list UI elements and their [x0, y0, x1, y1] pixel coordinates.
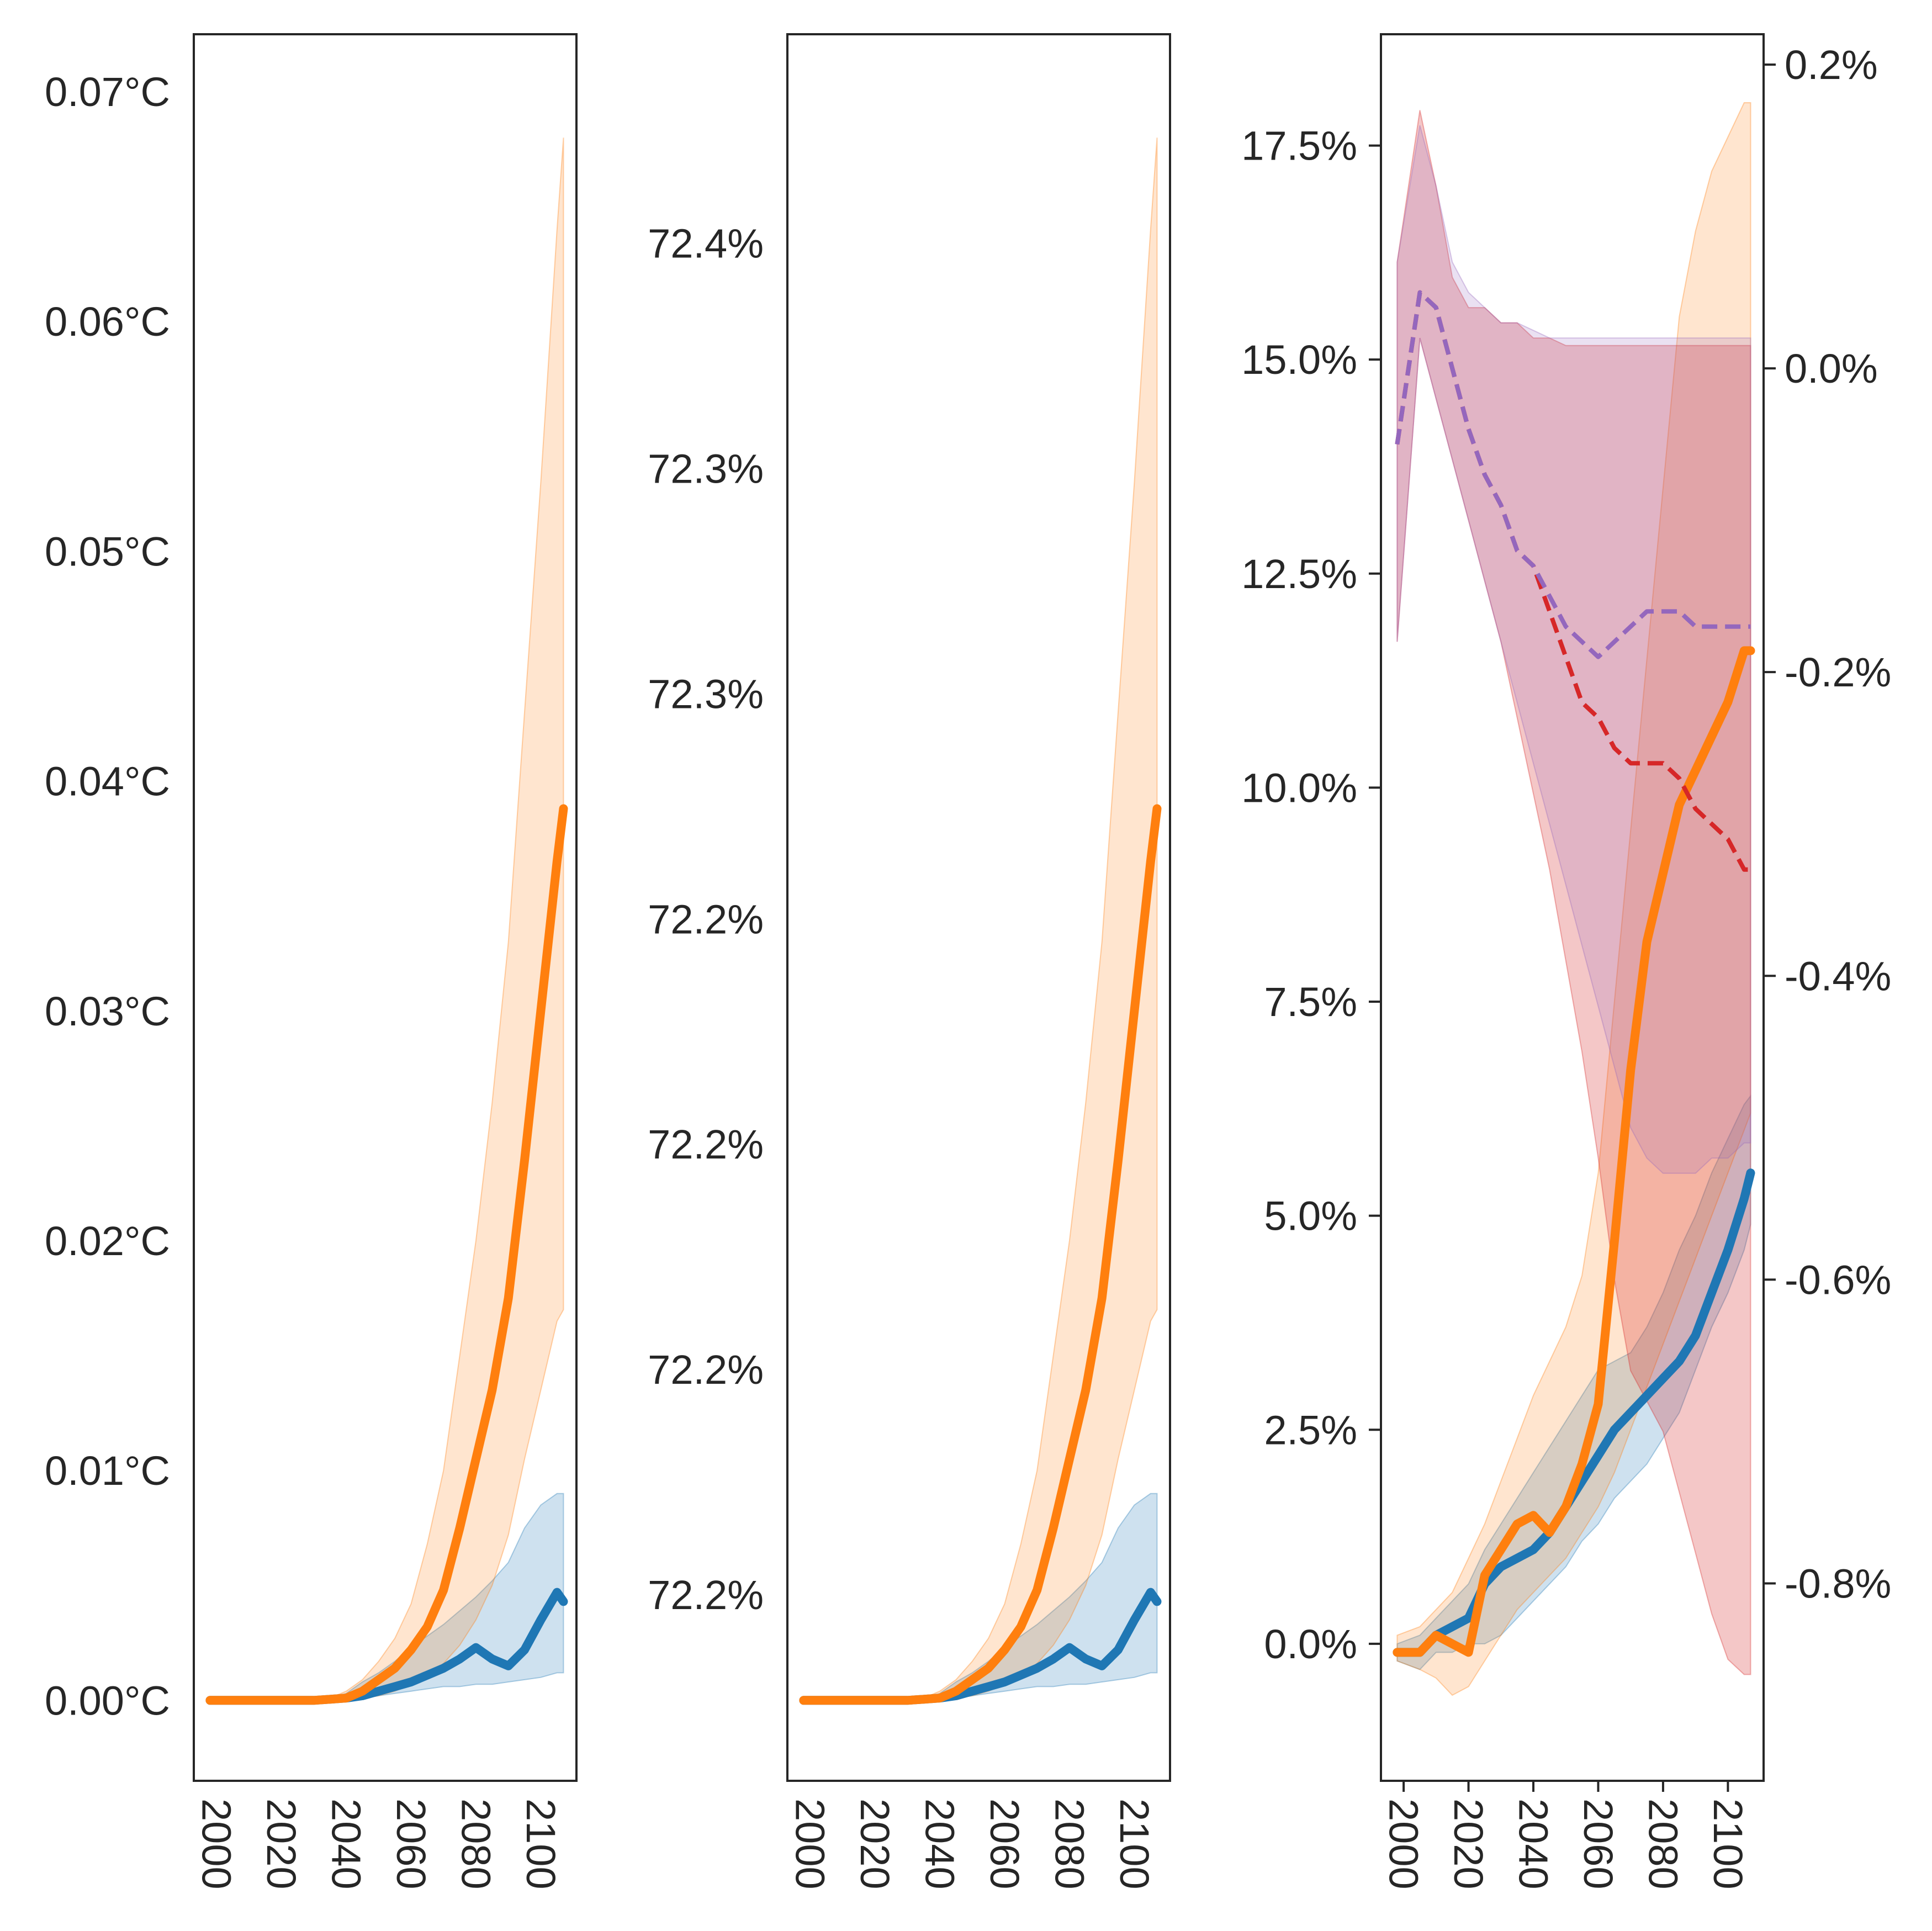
y-tick-label: 0.00°C — [45, 1678, 170, 1723]
confidence-band-orange — [210, 137, 564, 1701]
confidence-band-orange — [1396, 102, 1751, 1696]
x-tick-label: 2060 — [1575, 1798, 1621, 1890]
y-tick-label: 0.02°C — [45, 1218, 170, 1264]
x-tick-label: 2080 — [1046, 1798, 1092, 1890]
y-tick-label: 0.0% — [1264, 1621, 1357, 1667]
y-tick-label: 5.0% — [1264, 1193, 1357, 1239]
x-tick-label: 2100 — [1111, 1798, 1157, 1890]
x-tick-label: 2040 — [1511, 1798, 1557, 1890]
percentage-panel: 72.2% 72.2% 72.2% 72.2% 72.3% 72.3% 72.4% 2000 2… — [648, 33, 1171, 1890]
x-tick-label: 2020 — [1446, 1798, 1491, 1890]
dual-axis-panel: 0.0% 2.5% 5.0% 7.5% 10.0% 12.5% 15.0% 17.5% -0.8… — [1241, 33, 1891, 1890]
y-tick-label: 72.2% — [648, 1572, 764, 1618]
axes-frame — [1380, 33, 1765, 1782]
y2-tick-label: -0.8% — [1785, 1560, 1891, 1606]
y-tick-label: 72.2% — [648, 1347, 764, 1393]
y-tick-label: 72.2% — [648, 1121, 764, 1167]
confidence-band-orange — [803, 137, 1158, 1701]
x-tick-label: 2060 — [982, 1798, 1028, 1890]
x-tick-label: 2020 — [852, 1798, 898, 1890]
y-tick-label: 17.5% — [1241, 123, 1357, 169]
confidence-band-blue — [1396, 1094, 1751, 1670]
series-line-blue — [1393, 1168, 1755, 1657]
confidence-band-purple — [1396, 125, 1751, 1174]
series-line-orange — [799, 804, 1162, 1705]
y2-tick-label: -0.6% — [1785, 1257, 1891, 1303]
temperature-panel: 0.00°C 0.01°C 0.02°C 0.03°C 0.04°C 0.05°C 0.06… — [45, 33, 578, 1890]
x-tick-label: 2000 — [194, 1798, 240, 1890]
y-tick-label: 72.4% — [648, 221, 764, 267]
y2-tick-label: -0.4% — [1785, 953, 1891, 999]
x-tick-label: 2080 — [453, 1798, 499, 1890]
x-tick-label: 2000 — [787, 1798, 833, 1890]
x-tick-label: 2000 — [1381, 1798, 1427, 1890]
y-tick-label: 0.06°C — [45, 299, 170, 345]
y-tick-label: 0.04°C — [45, 759, 170, 805]
axes-frame — [193, 33, 578, 1782]
y-tick-label: 72.3% — [648, 671, 764, 717]
x-tick-label: 2060 — [388, 1798, 434, 1890]
y-tick-label: 15.0% — [1241, 337, 1357, 383]
y-tick-label: 0.05°C — [45, 528, 170, 574]
y-tick-label: 10.0% — [1241, 765, 1357, 811]
x-tick-label: 2100 — [1705, 1798, 1751, 1890]
y-tick-label: 72.3% — [648, 446, 764, 492]
y2-tick-label: -0.2% — [1785, 649, 1891, 695]
y-tick-label: 0.03°C — [45, 988, 170, 1034]
y-tick-label: 12.5% — [1241, 551, 1357, 597]
x-tick-label: 2040 — [917, 1798, 963, 1890]
y2-tick-label: 0.2% — [1785, 42, 1878, 88]
x-tick-label: 2040 — [324, 1798, 369, 1890]
x-tick-label: 2080 — [1640, 1798, 1686, 1890]
series-line-orange — [205, 804, 568, 1705]
y-tick-label: 2.5% — [1264, 1407, 1357, 1453]
y2-tick-label: 0.0% — [1785, 346, 1878, 392]
series-line-orange — [1393, 646, 1755, 1657]
y-tick-label: 72.2% — [648, 896, 764, 942]
y-tick-label: 0.07°C — [45, 69, 170, 115]
confidence-band-red — [1396, 110, 1751, 1675]
x-tick-label: 2100 — [518, 1798, 564, 1890]
axes-frame — [786, 33, 1171, 1782]
y-tick-label: 7.5% — [1264, 979, 1357, 1025]
x-tick-label: 2020 — [258, 1798, 304, 1890]
y-tick-label: 0.01°C — [45, 1448, 170, 1494]
series-line-purple — [1395, 290, 1751, 659]
